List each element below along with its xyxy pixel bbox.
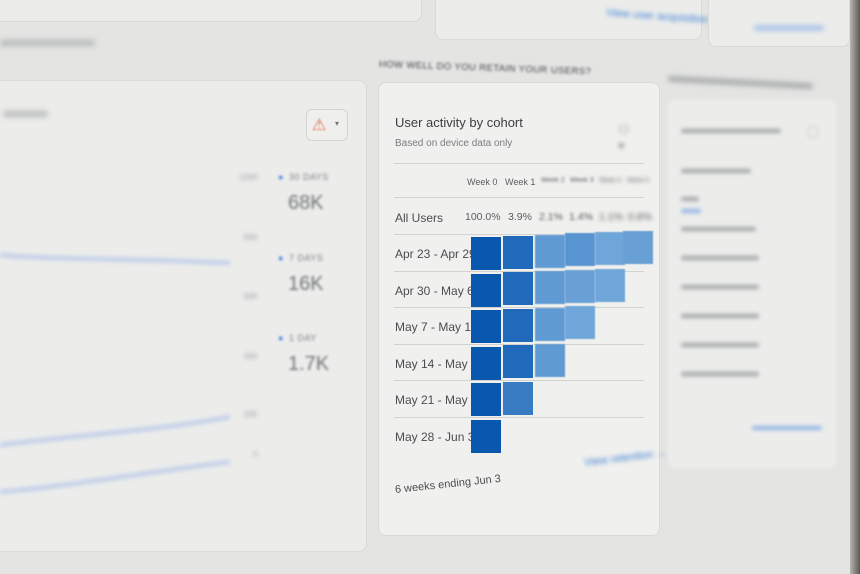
cohort-row-label: May 14 - May 20 (395, 356, 485, 371)
all-users-value: 100.0% (465, 211, 501, 223)
cohort-cell[interactable] (503, 345, 533, 379)
divider (394, 163, 644, 164)
blurred-text (681, 256, 759, 260)
metric-1-day-label: ● 1 DAY (278, 333, 317, 343)
cohort-cell[interactable] (595, 268, 625, 302)
cohort-cell[interactable] (471, 273, 501, 307)
all-users-value: 0.8% (628, 211, 652, 223)
column-header: Week 2 (541, 177, 565, 184)
blurred-text (681, 209, 701, 213)
series-dot-icon: ● (278, 333, 284, 343)
blurred-link[interactable] (754, 26, 824, 30)
cohort-row-label: May 7 - May 13 (395, 320, 478, 334)
all-users-value: 1.4% (569, 211, 593, 223)
monitor-bezel (850, 0, 860, 574)
blurred-section-heading-left (0, 40, 95, 46)
cohort-cell[interactable] (503, 272, 533, 306)
metric-1-day-value: 1.7K (288, 353, 330, 375)
metric-7-days-label: ● 7 DAYS (278, 253, 324, 263)
top-card-middle: View user acquisition → (435, 0, 723, 40)
series-line-7-days (0, 415, 231, 447)
cohort-cell[interactable] (471, 419, 501, 453)
cohort-cell[interactable] (471, 237, 501, 270)
cohort-cell[interactable] (565, 233, 595, 267)
cohort-row-label: Apr 30 - May 6 (395, 283, 474, 298)
cohort-cell[interactable] (595, 232, 625, 266)
active-users-chart (0, 253, 231, 494)
retention-section-heading: HOW WELL DO YOU RETAIN YOUR USERS? (378, 59, 592, 78)
cohort-cell[interactable] (623, 231, 653, 264)
top-card-right (708, 0, 850, 47)
cohort-cell[interactable] (471, 383, 501, 416)
blurred-link[interactable] (752, 426, 822, 430)
cohort-subtitle: Based on device data only (395, 138, 513, 149)
cohort-cell[interactable] (503, 235, 533, 269)
row-divider (394, 234, 644, 235)
chevron-down-icon: ▾ (335, 119, 340, 128)
y-tick: 0 (253, 450, 258, 459)
series-line-1-day (0, 460, 231, 494)
column-header: Week 4 (599, 177, 621, 184)
column-header: Week 5 (627, 177, 649, 184)
cohort-cell[interactable] (471, 310, 501, 343)
column-header: Week 1 (505, 177, 536, 187)
active-users-card: ⚠ ▾ (0, 80, 367, 552)
column-header: Week 0 (467, 177, 498, 187)
cohort-cell[interactable] (535, 234, 565, 268)
blurred-section-heading-right (667, 76, 814, 89)
series-line-30-days (0, 253, 231, 265)
card-title-blurred (3, 111, 48, 117)
cohort-cell[interactable] (535, 307, 565, 341)
alert-dropdown[interactable]: ⚠ ▾ (306, 109, 348, 141)
cohort-cell[interactable] (471, 346, 501, 380)
cohort-row-label: Apr 23 - Apr 29 (395, 247, 476, 261)
top-card-left (0, 0, 422, 22)
blurred-text (681, 197, 699, 201)
metric-30-days-label: ● 30 DAYS (278, 172, 329, 182)
column-header: Week 3 (570, 177, 594, 184)
blurred-text (681, 372, 759, 376)
all-users-value: 2.1% (539, 211, 563, 223)
blurred-text (681, 129, 781, 133)
cohort-title: User activity by cohort (395, 115, 523, 130)
row-divider (394, 343, 644, 345)
blurred-text (681, 314, 759, 318)
series-dot-icon: ● (278, 253, 284, 263)
blurred-text (681, 285, 759, 289)
right-card (666, 98, 838, 470)
y-tick: 40K (243, 352, 258, 361)
series-dot-icon: ● (278, 172, 284, 182)
cohort-cell[interactable] (565, 269, 595, 303)
view-user-acquisition-link[interactable]: View user acquisition → (605, 6, 724, 28)
cohort-cell[interactable] (535, 271, 565, 305)
row-divider (394, 416, 644, 418)
cohort-row-label: May 28 - Jun 3 (395, 429, 475, 444)
cohort-cell[interactable] (503, 381, 533, 415)
all-users-value: 3.9% (508, 211, 532, 223)
row-divider (394, 307, 644, 308)
cohort-cell[interactable] (535, 344, 565, 378)
y-tick: 20K (243, 410, 258, 419)
blurred-text (681, 169, 751, 173)
row-divider (394, 380, 644, 381)
metric-30-days-value: 68K (288, 192, 324, 214)
y-tick: 80K (243, 233, 258, 242)
divider (394, 197, 644, 198)
all-users-value: 1.1% (599, 211, 623, 223)
row-divider (394, 270, 644, 272)
cohort-cell[interactable] (503, 308, 533, 342)
cohort-cell[interactable] (565, 306, 595, 340)
blurred-text (681, 343, 759, 347)
cohort-row-label: May 21 - May 27 (395, 393, 485, 407)
blurred-text (681, 227, 756, 231)
y-tick: 60K (243, 292, 258, 301)
info-icon[interactable] (807, 126, 819, 138)
compare-icon[interactable]: ⚇ ▾ (618, 122, 630, 153)
y-tick: 100K (239, 173, 258, 182)
metric-7-days-value: 16K (288, 273, 324, 295)
warning-triangle-icon: ⚠ (312, 117, 327, 134)
all-users-label: All Users (395, 211, 444, 225)
